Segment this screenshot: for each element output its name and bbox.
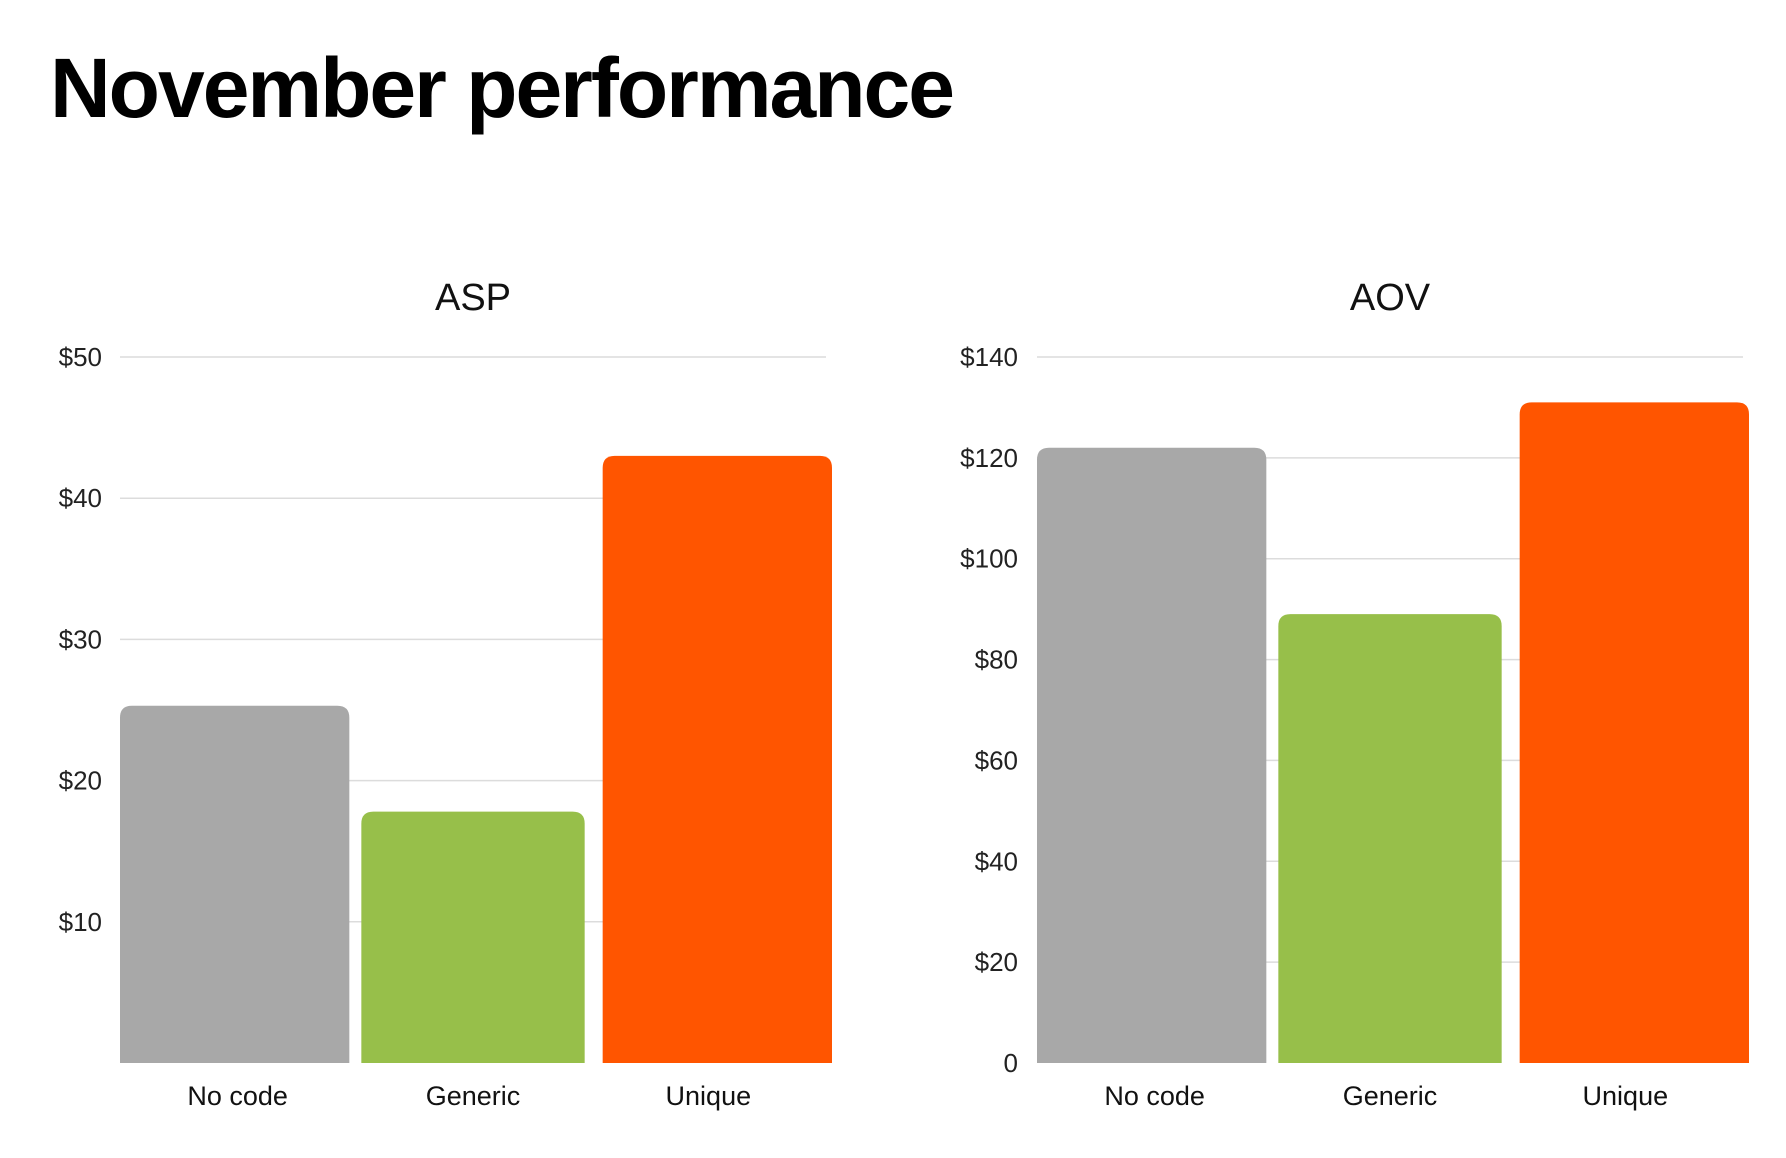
bar-generic [1278, 614, 1502, 1063]
y-tick-label: 0 [1004, 1048, 1018, 1078]
chart-title: ASP [435, 277, 511, 319]
x-category-label: No code [1104, 1081, 1205, 1111]
y-tick-label: $60 [975, 745, 1018, 775]
x-category-label: Unique [666, 1081, 752, 1111]
bar-generic [361, 811, 585, 1063]
y-tick-label: $30 [59, 624, 102, 654]
y-tick-label: $10 [59, 907, 102, 937]
y-tick-label: $40 [59, 483, 102, 513]
x-category-label: Unique [1583, 1081, 1669, 1111]
bar-unique [1519, 402, 1749, 1063]
x-category-label: Generic [1343, 1081, 1438, 1111]
chart-title: AOV [1350, 277, 1431, 319]
y-tick-label: $20 [975, 947, 1018, 977]
x-category-label: Generic [426, 1081, 521, 1111]
asp-chart: ASP $10 $20 $30 $40 $50 No code Generic Unique [59, 277, 832, 1111]
bar-no-code [1037, 447, 1267, 1063]
page-title: November performance [50, 41, 955, 135]
bar-unique [602, 455, 832, 1064]
y-tick-label: $50 [59, 342, 102, 372]
y-tick-label: $80 [975, 645, 1018, 675]
y-tick-label: $40 [975, 846, 1018, 876]
y-tick-label: $120 [960, 443, 1018, 473]
y-tick-label: $100 [960, 544, 1018, 574]
y-tick-label: $20 [59, 766, 102, 796]
bar-no-code [120, 705, 350, 1063]
aov-chart: AOV 0 $20 $40 $60 $80 $100 $120 $140 No code Gener… [960, 277, 1749, 1111]
y-tick-label: $140 [960, 342, 1018, 372]
x-category-label: No code [187, 1081, 288, 1111]
